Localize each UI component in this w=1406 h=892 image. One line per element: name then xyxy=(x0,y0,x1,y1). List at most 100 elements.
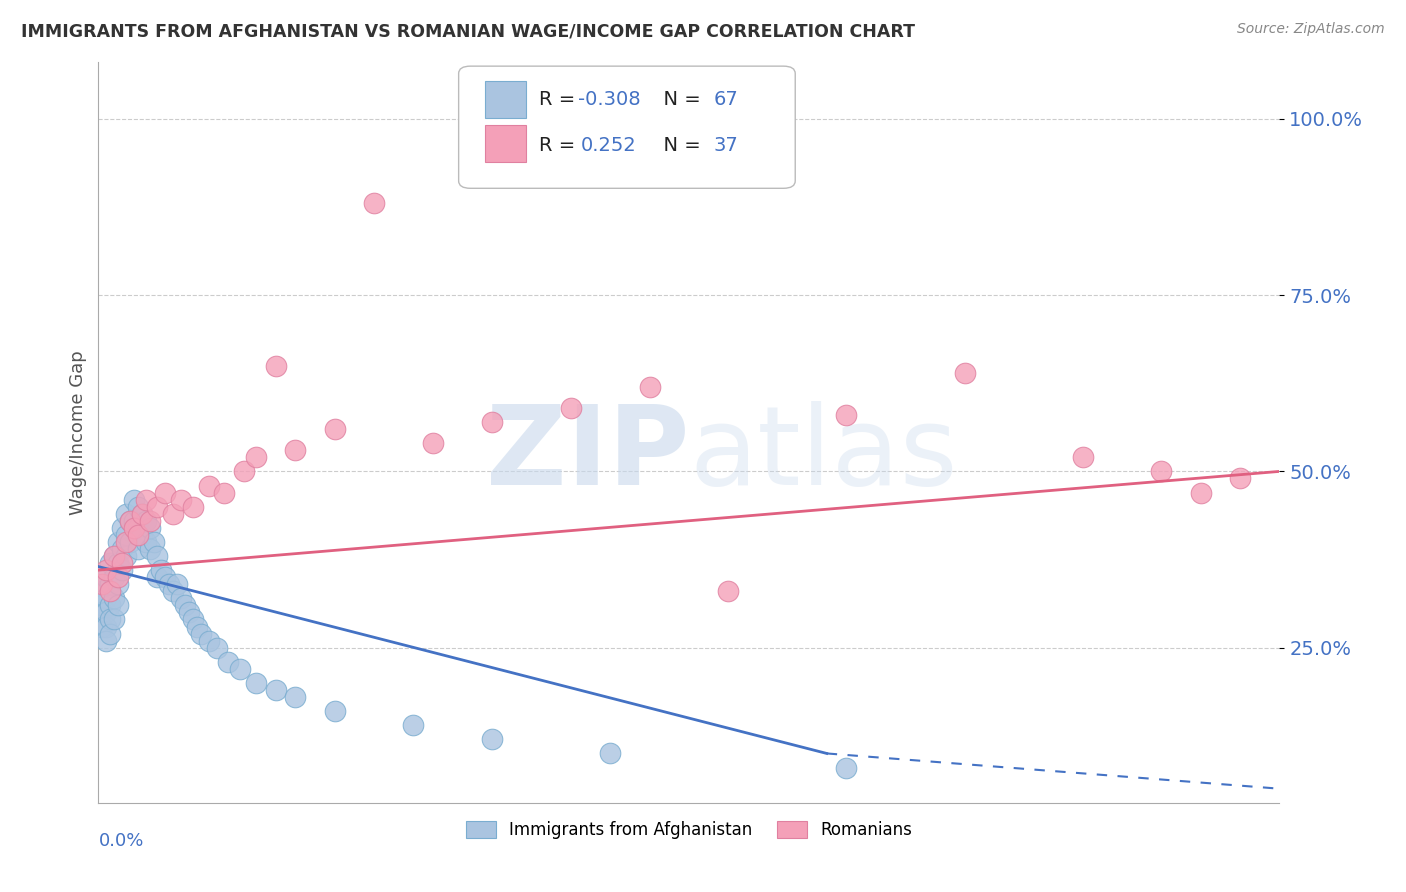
Point xyxy=(98,626,121,640)
Point xyxy=(953,366,976,380)
Point xyxy=(111,563,134,577)
Text: IMMIGRANTS FROM AFGHANISTAN VS ROMANIAN WAGE/INCOME GAP CORRELATION CHART: IMMIGRANTS FROM AFGHANISTAN VS ROMANIAN … xyxy=(21,22,915,40)
Text: Source: ZipAtlas.com: Source: ZipAtlas.com xyxy=(1237,22,1385,37)
Text: 37: 37 xyxy=(714,136,738,155)
Point xyxy=(170,492,193,507)
Text: ZIP: ZIP xyxy=(485,401,689,508)
Point xyxy=(131,507,153,521)
Point xyxy=(107,535,129,549)
Point xyxy=(835,760,858,774)
Point xyxy=(115,507,138,521)
Point xyxy=(264,683,287,698)
Point xyxy=(96,619,118,633)
Point xyxy=(142,535,165,549)
Point xyxy=(205,640,228,655)
Point xyxy=(150,563,173,577)
Y-axis label: Wage/Income Gap: Wage/Income Gap xyxy=(69,351,87,515)
Point xyxy=(166,577,188,591)
Point xyxy=(91,619,114,633)
Point xyxy=(170,591,193,606)
Point xyxy=(127,500,149,514)
Point xyxy=(107,556,129,570)
Point xyxy=(1229,471,1251,485)
Point xyxy=(122,521,145,535)
Point xyxy=(115,535,138,549)
Point xyxy=(115,528,138,542)
Point xyxy=(103,570,125,584)
Point xyxy=(138,521,160,535)
FancyBboxPatch shape xyxy=(458,66,796,188)
Point xyxy=(131,528,153,542)
Point xyxy=(103,612,125,626)
Point xyxy=(107,599,129,613)
FancyBboxPatch shape xyxy=(485,81,526,118)
Point xyxy=(162,584,184,599)
Point xyxy=(402,718,425,732)
Point xyxy=(245,450,267,465)
Point xyxy=(481,415,503,429)
Point xyxy=(323,422,346,436)
Text: R =: R = xyxy=(538,136,588,155)
Point xyxy=(135,492,157,507)
Point xyxy=(146,570,169,584)
Point xyxy=(127,521,149,535)
Point xyxy=(103,549,125,563)
Point xyxy=(197,478,219,492)
Point xyxy=(111,556,134,570)
Point xyxy=(162,507,184,521)
Text: 0.0%: 0.0% xyxy=(98,832,143,850)
Text: 0.252: 0.252 xyxy=(581,136,636,155)
Point xyxy=(264,359,287,373)
Point xyxy=(186,619,208,633)
Point xyxy=(131,507,153,521)
Point xyxy=(217,655,239,669)
Point xyxy=(190,626,212,640)
Point xyxy=(91,577,114,591)
Point xyxy=(835,408,858,422)
Point xyxy=(181,612,204,626)
Point xyxy=(96,563,118,577)
Point xyxy=(284,443,307,458)
Point xyxy=(138,514,160,528)
Point xyxy=(155,570,177,584)
Point xyxy=(115,549,138,563)
Point xyxy=(98,584,121,599)
Point xyxy=(98,599,121,613)
Point xyxy=(181,500,204,514)
Point xyxy=(560,401,582,415)
Point xyxy=(111,521,134,535)
Point xyxy=(284,690,307,704)
Point xyxy=(135,514,157,528)
FancyBboxPatch shape xyxy=(485,126,526,162)
Point xyxy=(91,606,114,620)
Point xyxy=(122,492,145,507)
Point xyxy=(1150,464,1173,478)
Point xyxy=(481,732,503,747)
Text: R =: R = xyxy=(538,90,582,109)
Point xyxy=(323,704,346,718)
Point xyxy=(98,577,121,591)
Text: N =: N = xyxy=(651,136,707,155)
Point xyxy=(127,541,149,556)
Point xyxy=(138,541,160,556)
Point xyxy=(599,747,621,761)
Point xyxy=(96,633,118,648)
Point xyxy=(98,612,121,626)
Point xyxy=(177,606,200,620)
Point xyxy=(1189,485,1212,500)
Point xyxy=(174,599,197,613)
Point xyxy=(155,485,177,500)
Point xyxy=(118,514,141,528)
Text: atlas: atlas xyxy=(689,401,957,508)
Point xyxy=(146,500,169,514)
Point xyxy=(197,633,219,648)
Point xyxy=(96,591,118,606)
Point xyxy=(98,556,121,570)
Point xyxy=(107,570,129,584)
Point xyxy=(214,485,236,500)
Point xyxy=(1071,450,1094,465)
Point xyxy=(422,436,444,450)
Text: -0.308: -0.308 xyxy=(578,90,641,109)
Point xyxy=(103,549,125,563)
Point xyxy=(103,591,125,606)
